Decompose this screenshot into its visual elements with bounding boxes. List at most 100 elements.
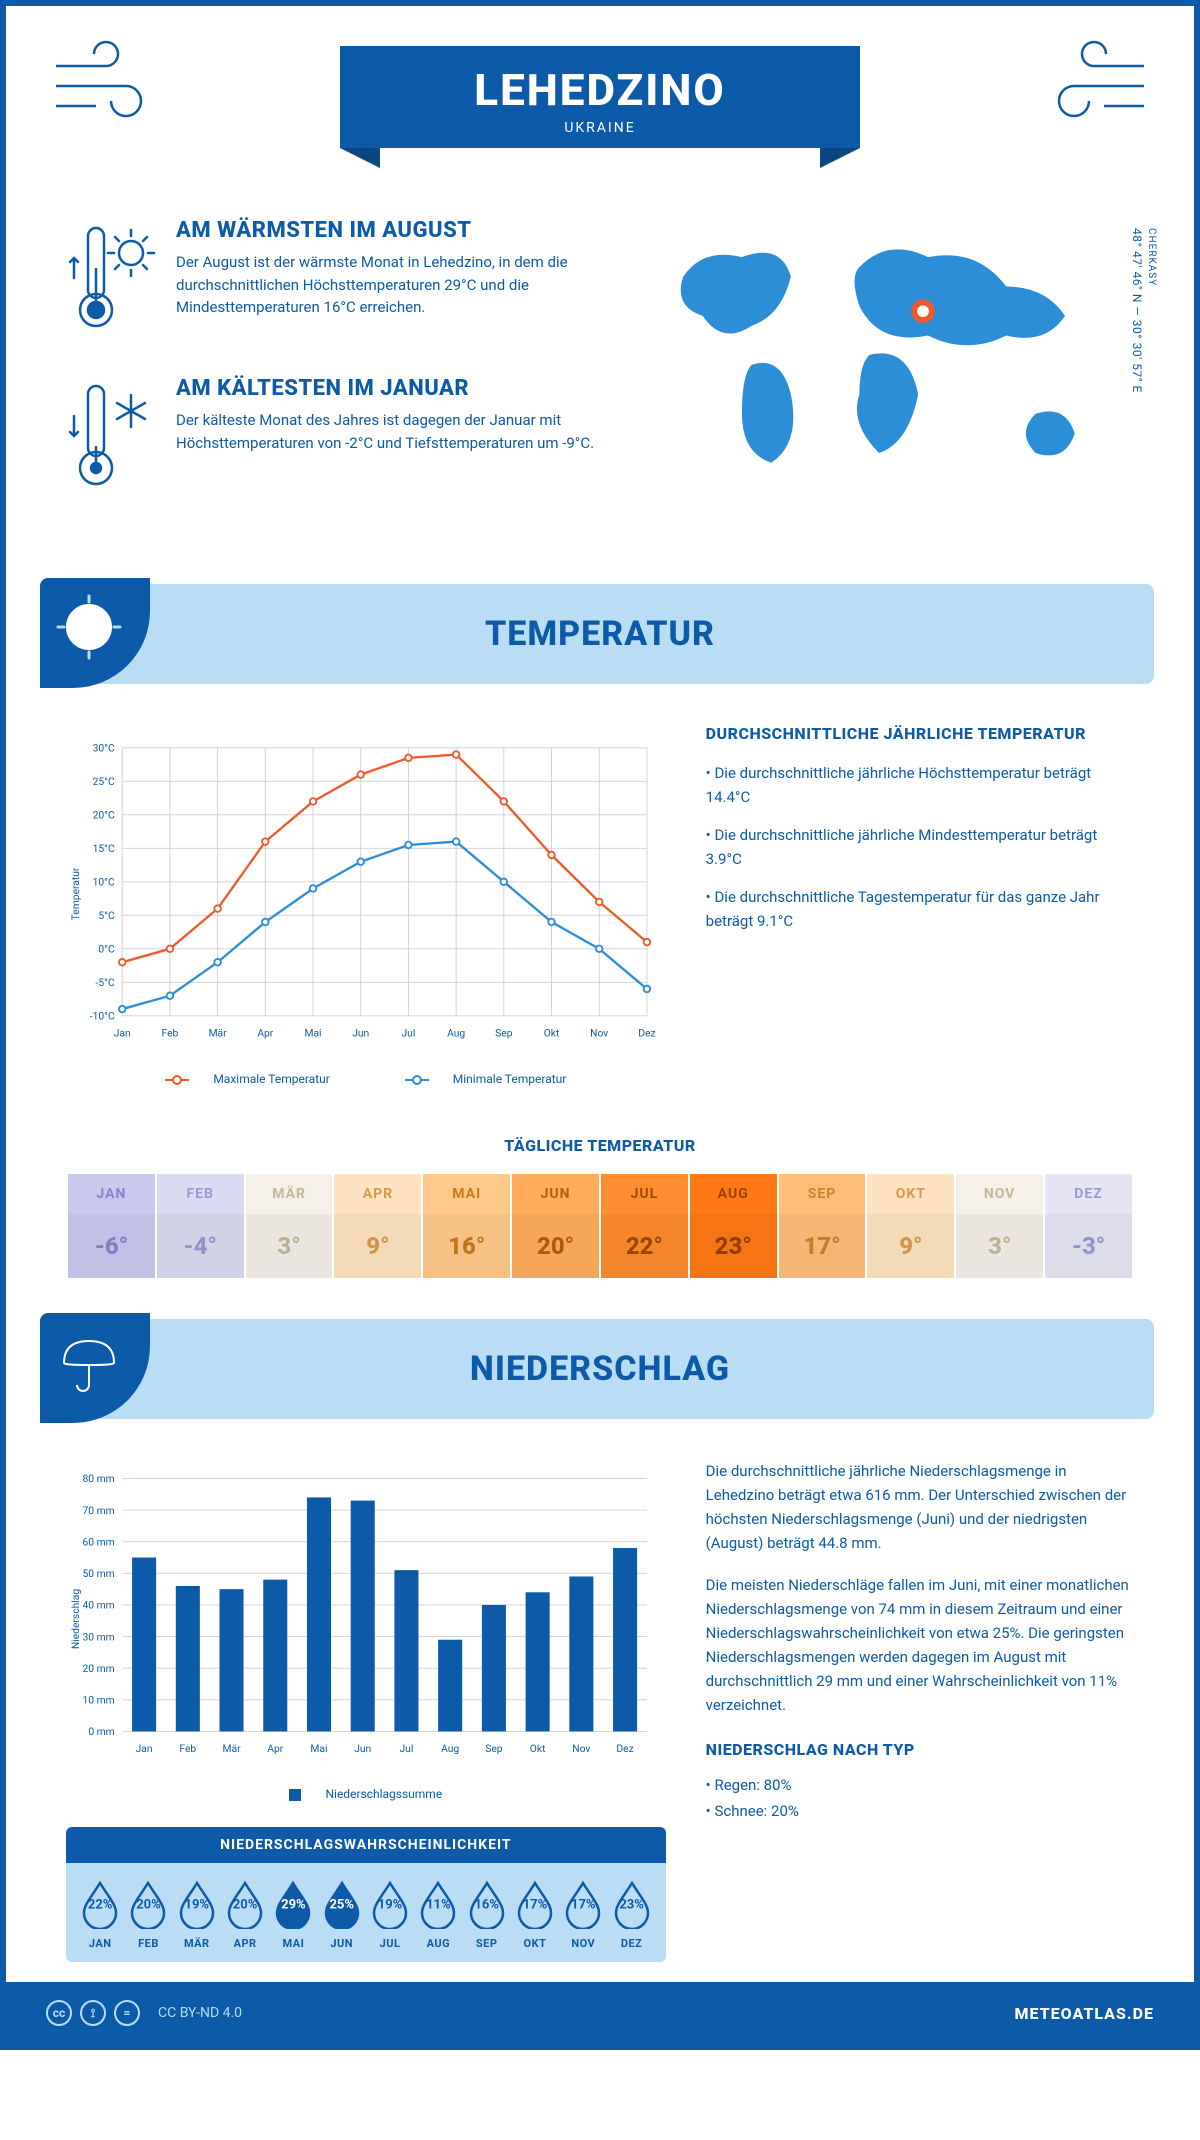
svg-text:Apr: Apr	[257, 1026, 273, 1039]
probability-cell: 19%MÄR	[173, 1879, 221, 1950]
probability-grid: 22%JAN20%FEB19%MÄR20%APR29%MAI25%JUN19%J…	[66, 1863, 666, 1962]
stats-title: DURCHSCHNITTLICHE JÄHRLICHE TEMPERATUR	[706, 724, 1134, 743]
stat-2: • Die durchschnittliche jährliche Mindes…	[706, 823, 1134, 871]
svg-text:25°C: 25°C	[93, 775, 115, 788]
svg-text:-5°C: -5°C	[96, 976, 115, 989]
daily-cell: MAI16°	[421, 1174, 510, 1278]
probability-cell: 16%SEP	[463, 1879, 511, 1950]
svg-text:10 mm: 10 mm	[83, 1694, 115, 1707]
svg-text:Apr: Apr	[267, 1742, 283, 1755]
daily-temp-title: TÄGLICHE TEMPERATUR	[6, 1136, 1194, 1155]
temperature-banner: TEMPERATUR	[46, 584, 1154, 684]
daily-cell: OKT9°	[865, 1174, 954, 1278]
world-map	[644, 218, 1134, 492]
svg-text:Niederschlag: Niederschlag	[69, 1589, 82, 1650]
svg-text:30°C: 30°C	[93, 742, 115, 755]
svg-text:Dez: Dez	[616, 1742, 633, 1755]
location-marker	[915, 302, 933, 320]
probability-cell: 11%AUG	[414, 1879, 462, 1950]
precipitation-section: 0 mm10 mm20 mm30 mm40 mm50 mm60 mm70 mm8…	[6, 1419, 1194, 1982]
probability-cell: 20%FEB	[124, 1879, 172, 1950]
probability-cell: 29%MAI	[269, 1879, 317, 1950]
svg-text:80 mm: 80 mm	[83, 1472, 115, 1485]
warmest-title: AM WÄRMSTEN IM AUGUST	[176, 218, 604, 243]
sun-icon	[40, 578, 150, 688]
probability-cell: 20%APR	[221, 1879, 269, 1950]
umbrella-icon	[40, 1313, 150, 1423]
thermometer-snow-icon	[66, 376, 156, 500]
probability-cell: 25%JUN	[318, 1879, 366, 1950]
svg-text:Mär: Mär	[209, 1026, 228, 1039]
daily-cell: DEZ-3°	[1043, 1174, 1134, 1278]
warmest-content: AM WÄRMSTEN IM AUGUST Der August ist der…	[176, 218, 604, 342]
precip-type-title: NIEDERSCHLAG NACH TYP	[706, 1737, 1134, 1763]
svg-text:20°C: 20°C	[93, 809, 115, 822]
daily-temp-grid: JAN-6°FEB-4°MÄR3°APR9°MAI16°JUN20°JUL22°…	[66, 1173, 1134, 1279]
header: LEHEDZINO UKRAINE	[6, 6, 1194, 168]
probability-title: NIEDERSCHLAGSWAHRSCHEINLICHKEIT	[66, 1827, 666, 1863]
thermometer-sun-icon	[66, 218, 156, 342]
site-name: METEOATLAS.DE	[1014, 2004, 1154, 2023]
svg-text:5°C: 5°C	[98, 909, 115, 922]
svg-text:Mär: Mär	[222, 1742, 241, 1755]
temperature-section: -10°C-5°C0°C5°C10°C15°C20°C25°C30°CJanFe…	[6, 684, 1194, 1106]
probability-cell: 22%JAN	[76, 1879, 124, 1950]
facts-column: AM WÄRMSTEN IM AUGUST Der August ist der…	[66, 218, 604, 534]
svg-text:Jan: Jan	[136, 1742, 153, 1755]
svg-text:0 mm: 0 mm	[88, 1725, 114, 1738]
daily-cell: JUN20°	[510, 1174, 599, 1278]
page-root: LEHEDZINO UKRAINE AM WÄRMSTEN IM AUGUST …	[0, 0, 1200, 2050]
legend-precip: Niederschlagssumme	[271, 1787, 460, 1801]
svg-text:-10°C: -10°C	[90, 1010, 115, 1023]
by-icon: ⟟	[80, 2000, 106, 2026]
svg-text:50 mm: 50 mm	[83, 1567, 115, 1580]
license-block: cc ⟟ = CC BY-ND 4.0	[46, 2000, 242, 2026]
svg-text:Nov: Nov	[590, 1026, 608, 1039]
svg-text:30 mm: 30 mm	[83, 1630, 115, 1643]
coldest-fact: AM KÄLTESTEN IM JANUAR Der kälteste Mona…	[66, 376, 604, 500]
svg-text:Jan: Jan	[114, 1026, 131, 1039]
svg-text:Temperatur: Temperatur	[69, 867, 82, 920]
intro-section: AM WÄRMSTEN IM AUGUST Der August ist der…	[6, 168, 1194, 564]
svg-text:Jul: Jul	[401, 1026, 415, 1039]
probability-cell: 17%NOV	[559, 1879, 607, 1950]
warmest-text: Der August ist der wärmste Monat in Lehe…	[176, 251, 604, 319]
precip-type-1: • Regen: 80%	[706, 1773, 1134, 1797]
stat-1: • Die durchschnittliche jährliche Höchst…	[706, 761, 1134, 809]
svg-text:10°C: 10°C	[93, 876, 115, 889]
temperature-stats: DURCHSCHNITTLICHE JÄHRLICHE TEMPERATUR •…	[706, 724, 1134, 1086]
coords-label: 48° 47' 46" N — 30° 30' 57" E	[1130, 228, 1144, 393]
svg-text:Jun: Jun	[354, 1742, 371, 1755]
map-column: CHERKASY 48° 47' 46" N — 30° 30' 57" E	[644, 218, 1134, 534]
nd-icon: =	[114, 2000, 140, 2026]
precipitation-heading: NIEDERSCHLAG	[470, 1349, 730, 1389]
cc-icon: cc	[46, 2000, 72, 2026]
svg-text:Okt: Okt	[544, 1026, 560, 1039]
region-label: CHERKASY	[1146, 228, 1157, 286]
svg-text:0°C: 0°C	[98, 943, 115, 956]
stat-3: • Die durchschnittliche Tagestemperatur …	[706, 885, 1134, 933]
svg-text:Aug: Aug	[441, 1742, 459, 1755]
svg-text:40 mm: 40 mm	[83, 1599, 115, 1612]
precip-para-2: Die meisten Niederschläge fallen im Juni…	[706, 1573, 1134, 1717]
svg-text:Dez: Dez	[638, 1026, 655, 1039]
title-ribbon: LEHEDZINO UKRAINE	[340, 46, 860, 148]
temperature-line-chart: -10°C-5°C0°C5°C10°C15°C20°C25°C30°CJanFe…	[66, 724, 666, 1064]
daily-cell: NOV3°	[954, 1174, 1043, 1278]
probability-cell: 19%JUL	[366, 1879, 414, 1950]
daily-cell: APR9°	[332, 1174, 421, 1278]
legend-max: Maximale Temperatur	[147, 1072, 347, 1086]
wind-icon-left	[46, 36, 166, 136]
precipitation-banner: NIEDERSCHLAG	[46, 1319, 1154, 1419]
wind-icon-right	[1034, 36, 1154, 136]
svg-text:Nov: Nov	[572, 1742, 590, 1755]
svg-text:Jul: Jul	[400, 1742, 414, 1755]
precip-para-1: Die durchschnittliche jährliche Niedersc…	[706, 1459, 1134, 1555]
coldest-text: Der kälteste Monat des Jahres ist dagege…	[176, 409, 604, 454]
svg-text:20 mm: 20 mm	[83, 1662, 115, 1675]
precipitation-legend: Niederschlagssumme	[66, 1787, 666, 1801]
svg-text:Sep: Sep	[485, 1742, 503, 1755]
location-title: LEHEDZINO	[340, 64, 860, 116]
svg-text:15°C: 15°C	[93, 842, 115, 855]
svg-text:Mai: Mai	[304, 1026, 321, 1039]
